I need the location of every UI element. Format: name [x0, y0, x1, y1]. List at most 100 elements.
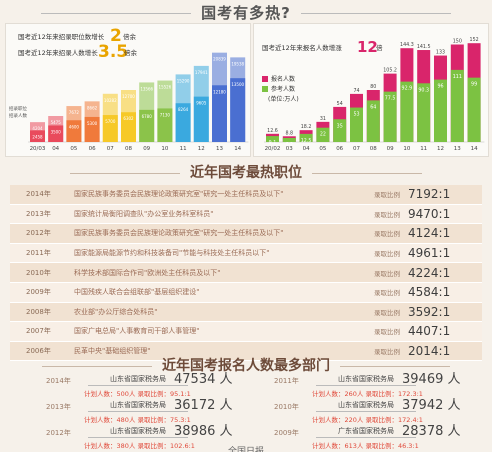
positions-label: 2458 [32, 134, 43, 139]
ratio-value: 7192:1 [408, 187, 451, 202]
positions-label: 12180 [213, 89, 226, 94]
dept-year: 2013年 [46, 403, 71, 411]
right-headline-unit: 倍 [376, 43, 383, 52]
position-row: 2010年 科学技术部国际合作司"欧洲处主任科员及以下" 录取比例 4224:1 [10, 263, 482, 283]
position-row: 2009年 中国残疾人联合会组联部"基层组织建设" 录取比例 4584:1 [10, 282, 482, 303]
position-desc: 国家民族事务委员会民族理论政策研究室"研究一处主任科员及以下" [74, 190, 284, 199]
right-x-tick: 10 [403, 146, 410, 152]
position-desc: 国家统计局衡阳调查队"办公室业务科室科员" [74, 209, 214, 218]
positions-label: 6780 [142, 114, 153, 119]
left-x-tick: 04 [52, 146, 59, 152]
ratio-value: 4124:1 [408, 226, 451, 241]
people-label: 5475 [51, 120, 62, 125]
left-x-tick: 08 [125, 146, 132, 152]
people-label: 15290 [177, 78, 190, 83]
legend-participants: 参考人数 [271, 85, 295, 93]
ratio-label: 录取比例 [374, 308, 400, 317]
right-x-tick: 14 [471, 146, 478, 152]
people-label: 12700 [122, 94, 135, 99]
participants-bar [366, 100, 380, 142]
dept-detail: 计划人数：220人 录取比例：172.4:1 [312, 416, 423, 424]
participants-bar [266, 136, 279, 142]
right-x-tick: 08 [370, 146, 377, 152]
participants-label: 111 [453, 74, 462, 80]
positions-label: 8264 [178, 107, 189, 112]
participants-bar [467, 77, 481, 142]
dept-year: 2014年 [46, 377, 71, 385]
dept-detail: 计划人数：260人 录取比例：172.3:1 [312, 390, 423, 398]
participants-bar [417, 83, 431, 142]
position-row: 2008年 农业部"办公厅综合处科员" 录取比例 3592:1 [10, 302, 482, 323]
positions-bar [84, 116, 100, 142]
positions-label: 5300 [87, 121, 98, 126]
participants-label: 12.5 [301, 138, 312, 144]
dept-year: 2012年 [46, 429, 71, 437]
right-headline-value: 12 [357, 38, 378, 56]
ratio-label: 录取比例 [374, 191, 400, 200]
registered-label: 133 [436, 50, 445, 56]
right-x-tick: 13 [454, 146, 461, 152]
positions-bar [230, 78, 246, 142]
position-year: 2006年 [26, 347, 51, 356]
ratio-value: 4961:1 [408, 246, 451, 261]
people-label: 10282 [104, 98, 117, 103]
people-label: 4204 [32, 126, 43, 131]
dept-count: 28378 人 [402, 424, 461, 439]
registered-label: 18.2 [301, 124, 312, 130]
position-desc: 国家广电总局"人事教育司干部人事管理" [74, 327, 200, 336]
right-headline: 国考近12年来报名人数增涨 [262, 43, 342, 52]
participants-label: 6.2 [285, 142, 293, 148]
participants-label: 35 [337, 123, 343, 129]
right-chart: 国考近12年来报名人数增涨 12 倍 报名人数 参考人数 (单位:万人) 12.… [262, 37, 485, 152]
position-row: 2012年 国家民族事务委员会民族理论政策研究室"研究一处主任科员及以下" 录取比例… [10, 224, 482, 244]
left-x-tick: 09 [143, 146, 150, 152]
participants-label: 22 [320, 132, 326, 138]
left-x-tick: 14 [234, 146, 241, 152]
footer: 全国日报 [227, 447, 264, 452]
participants-bar [450, 69, 464, 142]
participants-bar [333, 119, 347, 142]
dept-detail: 计划人数：380人 录取比例：102.6:1 [84, 442, 195, 450]
dept-count: 47534 人 [174, 372, 233, 387]
dept-name: 山东省国家税务局 [88, 374, 188, 386]
registered-label: 80 [370, 84, 376, 90]
participants-label: 90.3 [418, 87, 429, 93]
people-label: 20839 [213, 57, 226, 62]
position-row: 2011年 国家能源局能源节约和科技装备司"节能与科技处主任科员以下" 录取比例 49… [10, 243, 482, 264]
position-row: 2013年 国家统计局衡阳调查队"办公室业务科室科员" 录取比例 9470:1 [10, 204, 482, 225]
department-item: 2011年 山东省国家税务局 39469 人计划人数：260人 录取比例：172.3… [274, 370, 492, 400]
right-x-tick: 20/02 [265, 146, 281, 152]
position-year: 2013年 [26, 209, 51, 218]
participants-label: 9.1 [269, 140, 277, 146]
dept-count: 36172 人 [174, 398, 233, 413]
ratio-label: 录取比例 [374, 250, 400, 259]
ratio-label: 录取比例 [374, 348, 400, 357]
left-x-tick: 12 [198, 146, 205, 152]
positions-bar [66, 120, 82, 142]
left-headline-2-unit: 倍余 [124, 48, 138, 57]
dept-detail: 计划人数：613人 录取比例：46.3:1 [312, 442, 419, 450]
dept-count: 37942 人 [402, 398, 461, 413]
positions-label: 6302 [123, 116, 134, 121]
ratio-value: 4224:1 [408, 265, 451, 280]
positions-title: 近年国考最热职位 [0, 162, 492, 182]
right-x-tick: 12 [437, 146, 444, 152]
ratio-label: 录取比例 [374, 230, 400, 239]
registered-label: 150 [453, 39, 462, 45]
position-year: 2011年 [26, 249, 51, 258]
department-item: 2012年 山东省国家税务局 38986 人计划人数：380人 录取比例：102.6… [46, 422, 266, 452]
position-desc: 中国残疾人联合会组联部"基层组织建设" [74, 288, 200, 297]
positions-label: 5700 [105, 119, 116, 124]
left-legend-positions: 招录职位 [9, 105, 27, 112]
ratio-label: 录取比例 [374, 328, 400, 337]
people-label: 15526 [159, 85, 172, 90]
position-desc: 国家能源局能源节约和科技装备司"节能与科技处主任科员以下" [74, 249, 270, 258]
participants-bar [383, 91, 397, 142]
registered-label: 12.6 [267, 128, 278, 134]
position-row: 2007年 国家广电总局"人事教育司干部人事管理" 录取比例 4407:1 [10, 322, 482, 342]
department-item: 2009年 广东省国家税务局 28378 人计划人数：613人 录取比例：46.3:… [274, 422, 492, 452]
legend-participants-swatch [262, 86, 268, 92]
position-year: 2008年 [26, 307, 51, 316]
dept-name: 山东省国家税务局 [316, 374, 416, 386]
left-x-tick: 05 [70, 146, 77, 152]
